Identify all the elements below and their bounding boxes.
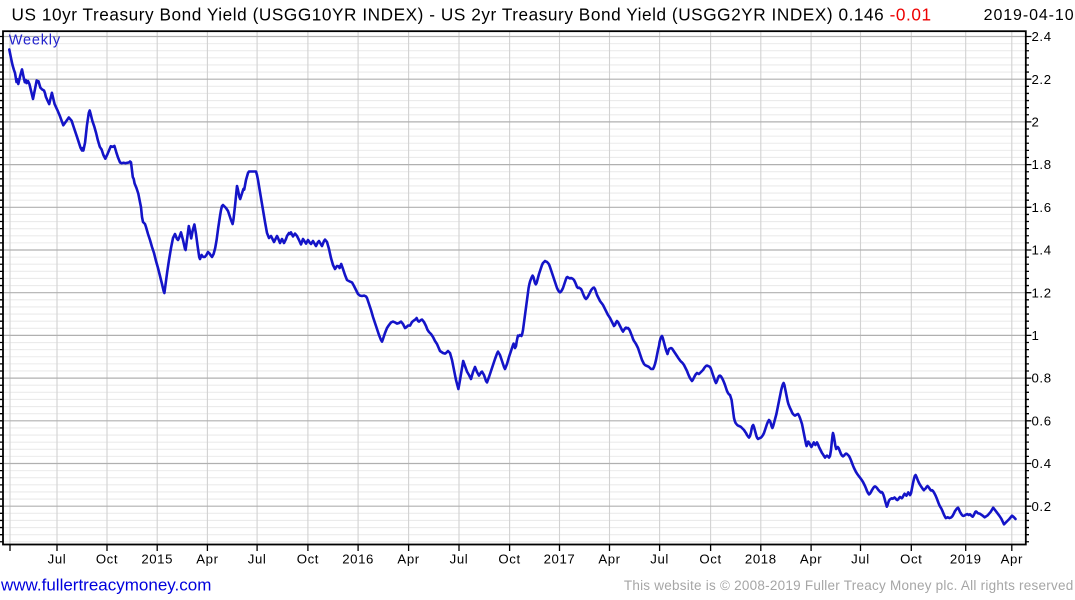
svg-text:2019: 2019 bbox=[950, 552, 982, 567]
svg-text:0.8: 0.8 bbox=[1032, 371, 1052, 386]
svg-text:2: 2 bbox=[1032, 115, 1040, 130]
svg-text:Apr: Apr bbox=[1001, 552, 1023, 567]
svg-text:Oct: Oct bbox=[96, 552, 118, 567]
svg-text:This website is © 2008-2019 Fu: This website is © 2008-2019 Fuller Treac… bbox=[624, 578, 1074, 593]
svg-text:2017: 2017 bbox=[544, 552, 576, 567]
svg-text:Apr: Apr bbox=[196, 552, 218, 567]
svg-text:2016: 2016 bbox=[342, 552, 374, 567]
svg-text:Jul: Jul bbox=[450, 552, 469, 567]
svg-text:Apr: Apr bbox=[397, 552, 419, 567]
svg-text:2.4: 2.4 bbox=[1032, 29, 1052, 44]
svg-text:Apr: Apr bbox=[800, 552, 822, 567]
svg-text:Weekly: Weekly bbox=[9, 33, 61, 49]
svg-text:2.2: 2.2 bbox=[1032, 72, 1052, 87]
svg-text:2019-04-10: 2019-04-10 bbox=[984, 7, 1075, 24]
svg-text:0.4: 0.4 bbox=[1032, 456, 1052, 471]
svg-text:0.6: 0.6 bbox=[1032, 413, 1052, 428]
svg-text:1.8: 1.8 bbox=[1032, 157, 1052, 172]
svg-text:Jul: Jul bbox=[650, 552, 669, 567]
svg-text:Oct: Oct bbox=[699, 552, 721, 567]
svg-text:www.fullertreacymoney.com: www.fullertreacymoney.com bbox=[0, 576, 211, 595]
svg-text:1.6: 1.6 bbox=[1032, 200, 1052, 215]
svg-text:2015: 2015 bbox=[141, 552, 173, 567]
svg-text:1.4: 1.4 bbox=[1032, 243, 1052, 258]
svg-text:Jul: Jul bbox=[851, 552, 870, 567]
svg-text:Jul: Jul bbox=[248, 552, 267, 567]
svg-text:0.2: 0.2 bbox=[1032, 499, 1052, 514]
svg-text:Oct: Oct bbox=[297, 552, 319, 567]
svg-text:Jul: Jul bbox=[48, 552, 67, 567]
svg-text:Oct: Oct bbox=[498, 552, 520, 567]
svg-text:1.2: 1.2 bbox=[1032, 285, 1052, 300]
svg-text:1: 1 bbox=[1032, 328, 1040, 343]
svg-text:Apr: Apr bbox=[598, 552, 620, 567]
svg-text:2018: 2018 bbox=[745, 552, 777, 567]
svg-text:Oct: Oct bbox=[900, 552, 922, 567]
svg-text:US 10yr Treasury Bond Yield (U: US 10yr Treasury Bond Yield (USGG10YR IN… bbox=[12, 5, 932, 25]
